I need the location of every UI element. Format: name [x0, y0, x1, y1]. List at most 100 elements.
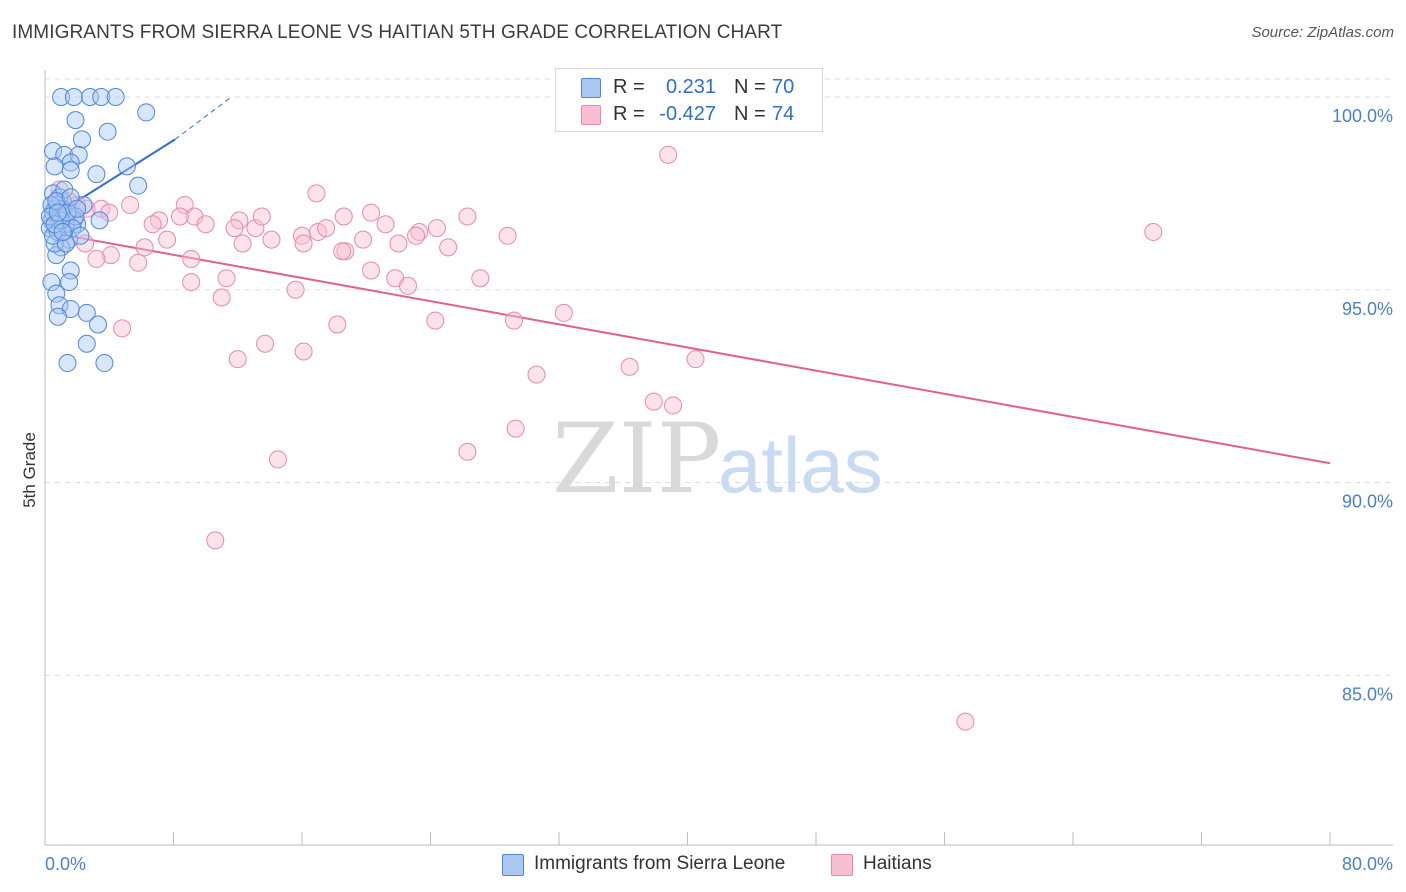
haitians-point: [143, 215, 162, 234]
sierra-leone-point: [64, 87, 83, 106]
source-label: Source: ZipAtlas.com: [1251, 24, 1394, 41]
haitians-point: [389, 234, 408, 253]
haitians-point: [68, 195, 87, 214]
haitians-trend-line: [46, 230, 1331, 465]
haitians-point: [196, 215, 215, 234]
haitians-point: [182, 273, 201, 292]
sierra-leone-point: [53, 222, 72, 241]
haitians-point: [262, 230, 281, 249]
haitians-point: [664, 396, 683, 415]
y-tick-label: 95.0%: [1342, 299, 1393, 319]
haitians-point: [471, 269, 490, 288]
legend-n-value: 70: [772, 76, 795, 98]
haitians-point: [334, 207, 353, 226]
legend-swatch-blue: [502, 854, 524, 876]
sierra-leone-point: [58, 354, 77, 373]
sierra-leone-trend-extension: [174, 96, 232, 140]
haitians-point: [294, 342, 313, 361]
haitians-point: [206, 531, 225, 550]
sierra-leone-point: [45, 157, 64, 176]
haitians-point: [620, 357, 639, 376]
legend-r-value: -0.427: [659, 103, 716, 125]
y-tick-label: 90.0%: [1342, 492, 1393, 512]
haitians-point: [317, 219, 336, 238]
trend-lines: [46, 96, 1331, 465]
sierra-leone-point: [90, 211, 109, 230]
haitians-point: [498, 226, 517, 245]
haitians-point: [686, 350, 705, 369]
sierra-leone-point: [72, 130, 91, 149]
sierra-leone-point: [52, 87, 71, 106]
haitians-point: [175, 195, 194, 214]
sierra-leone-point: [55, 145, 74, 164]
legend-n-value: 74: [772, 103, 795, 125]
haitians-point: [527, 365, 546, 384]
haitians-point: [182, 249, 201, 268]
sierra-leone-point: [48, 203, 67, 222]
sierra-leone-point: [50, 296, 69, 315]
haitians-point: [212, 288, 231, 307]
sierra-leone-point: [48, 307, 67, 326]
haitians-point: [426, 311, 445, 330]
watermark-zip: ZIP: [552, 403, 721, 515]
haitians-point: [246, 219, 265, 238]
sierra-leone-point: [117, 157, 136, 176]
series-legend: Immigrants from Sierra Leone Haitians: [0, 852, 1406, 878]
sierra-leone-point: [42, 273, 61, 292]
sierra-leone-point: [98, 122, 117, 141]
sierra-leone-point: [92, 87, 111, 106]
haitians-point: [644, 392, 663, 411]
haitians-point: [121, 195, 140, 214]
sierra-leone-point: [106, 87, 125, 106]
haitians-point: [1144, 222, 1163, 241]
sierra-leone-point: [44, 141, 63, 160]
sierra-leone-point: [137, 103, 156, 122]
haitians-point: [659, 145, 678, 164]
watermark-atlas: atlas: [718, 421, 883, 509]
legend-swatch-blue: [581, 78, 601, 98]
sierra-leone-point: [47, 192, 66, 211]
legend-swatch-pink: [581, 105, 601, 125]
haitians-point: [458, 442, 477, 461]
legend-n-label: N =: [734, 76, 766, 98]
haitians-point: [439, 238, 458, 257]
legend-label-sierra-leone: Immigrants from Sierra Leone: [534, 853, 786, 874]
haitians-point: [135, 238, 154, 257]
haitians-point: [407, 226, 426, 245]
sierra-leone-point: [47, 284, 66, 303]
x-tick-labels: 0.0% 80.0%: [45, 854, 1393, 874]
sierra-leone-point: [77, 334, 96, 353]
sierra-leone-trend-line: [46, 138, 176, 222]
haitians-point: [225, 219, 244, 238]
haitians-point: [100, 203, 119, 222]
haitians-point: [506, 419, 525, 438]
haitians-point: [376, 215, 395, 234]
haitians-point: [399, 276, 418, 295]
haitians-point: [354, 230, 373, 249]
sierra-leone-point: [61, 161, 80, 180]
y-axis-label: 5th Grade: [20, 432, 39, 508]
haitians-point: [362, 203, 381, 222]
sierra-leone-point: [61, 188, 80, 207]
haitians-point: [307, 184, 326, 203]
legend-swatch-pink: [831, 854, 853, 876]
legend-label-haitians: Haitians: [863, 853, 932, 874]
haitians-point: [362, 261, 381, 280]
sierra-leone-point: [47, 246, 66, 265]
haitians-point: [217, 269, 236, 288]
sierra-leone-point: [66, 111, 85, 130]
legend-row-haitians: R = -0.427 N = 74: [556, 101, 822, 127]
x-tick-label-max: 80.0%: [1342, 854, 1393, 874]
haitians-point: [87, 249, 106, 268]
haitians-point: [233, 234, 252, 253]
sierra-leone-point: [68, 199, 87, 218]
haitians-point: [113, 319, 132, 338]
haitians-point: [427, 219, 446, 238]
sierra-leone-point: [129, 176, 148, 195]
haitians-point: [268, 450, 287, 469]
legend-n-label: N =: [734, 103, 766, 125]
haitians-point: [286, 280, 305, 299]
haitians-point: [228, 350, 247, 369]
sierra-leone-point: [60, 273, 79, 292]
